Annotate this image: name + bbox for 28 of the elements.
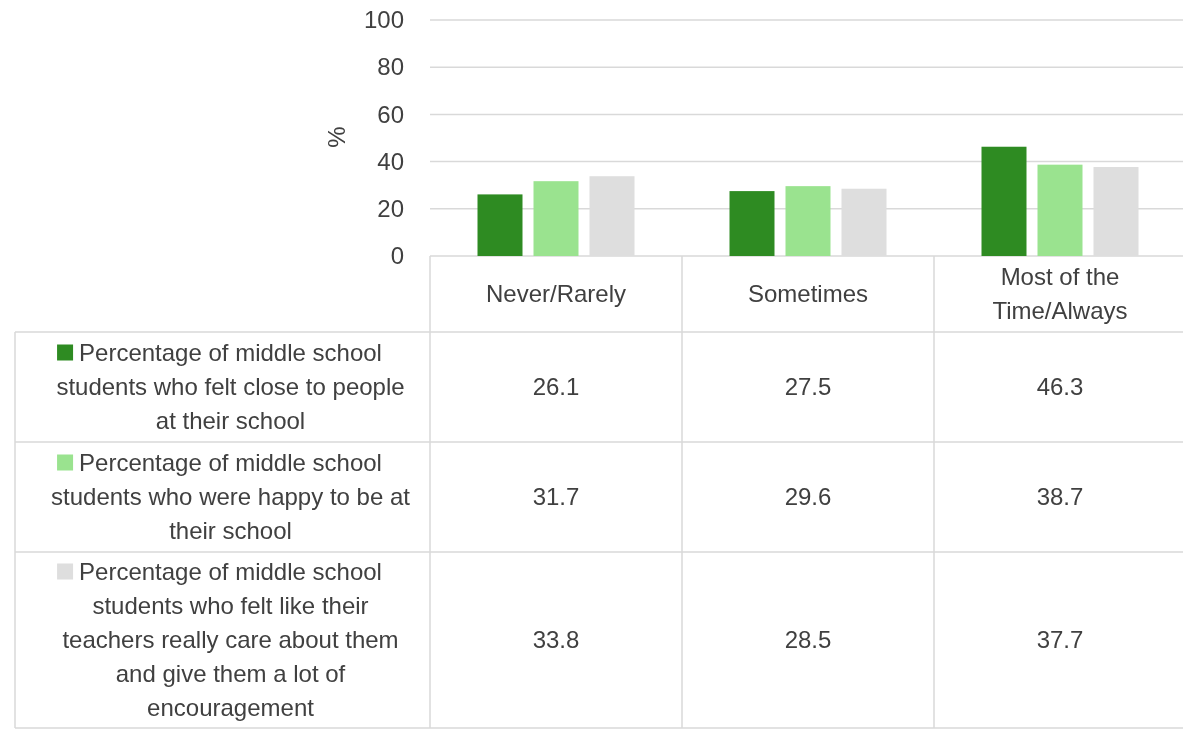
bar [981, 146, 1027, 256]
x-tick-label: Most of the Time/Always [992, 263, 1128, 324]
data-label: 27.5 [784, 373, 832, 400]
data-label: 26.1 [532, 373, 580, 400]
bar [477, 194, 523, 256]
x-tick-label: Never/Rarely [485, 280, 627, 307]
data-label: 38.7 [1036, 483, 1084, 510]
y-tick-label: 20 [377, 194, 404, 222]
y-axis-title: % [323, 126, 350, 148]
data-label: 33.8 [532, 626, 580, 653]
y-tick-label: 0 [390, 242, 404, 270]
x-tick-label: Sometimes [747, 280, 869, 307]
data-label: 46.3 [1036, 373, 1084, 400]
bar [1037, 164, 1083, 256]
data-label: 31.7 [532, 483, 580, 510]
legend-label: Percentage of middle school students who felt close to people at their school [56, 339, 405, 434]
y-tick-label: 100 [363, 6, 404, 34]
y-tick-label: 60 [377, 100, 404, 128]
y-tick-label: 80 [377, 53, 404, 81]
bar [533, 181, 579, 256]
bar [785, 186, 831, 256]
data-label: 28.5 [784, 626, 832, 653]
data-label: 29.6 [784, 483, 832, 510]
data-label: 37.7 [1036, 626, 1084, 653]
y-tick-label: 40 [377, 147, 404, 175]
legend-label: Percentage of middle school students who felt like their teachers really care about them and give them a lot of encouragement [62, 558, 399, 721]
bar [729, 191, 775, 256]
legend-label: Percentage of middle school students who were happy to be at their school [51, 449, 411, 544]
